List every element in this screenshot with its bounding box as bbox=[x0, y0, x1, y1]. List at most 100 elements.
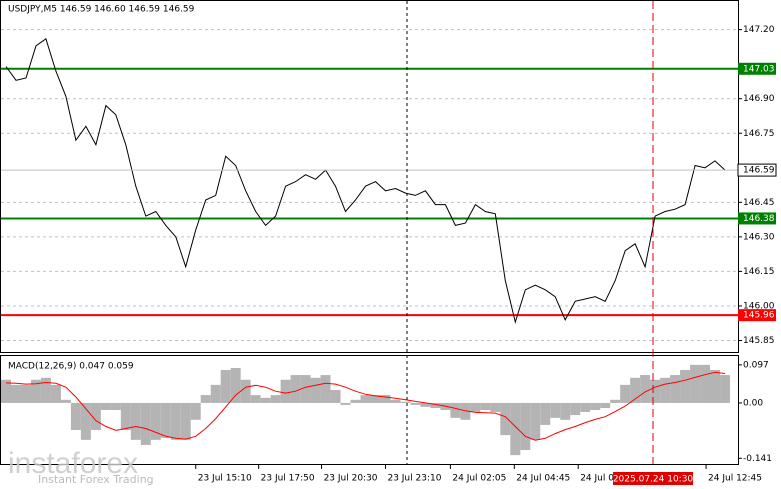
y-tick-label: 146.30 bbox=[743, 232, 775, 242]
macd-bar bbox=[410, 402, 421, 405]
chart-title: USDJPY,M5 146.59 146.60 146.59 146.59 bbox=[8, 5, 195, 15]
y-tick-label: 145.85 bbox=[743, 336, 775, 346]
macd-bar bbox=[480, 402, 491, 410]
macd-bar bbox=[390, 399, 401, 403]
macd-bar bbox=[210, 384, 221, 403]
macd-bar bbox=[550, 402, 561, 418]
x-tick-label: 23 Jul 15:10 bbox=[198, 474, 252, 484]
macd-bar bbox=[70, 402, 81, 431]
current-price-box bbox=[737, 163, 777, 177]
level-label: 147.03 bbox=[743, 64, 775, 74]
macd-bar bbox=[530, 402, 541, 440]
price-line bbox=[5, 37, 726, 324]
macd-bar bbox=[190, 402, 201, 420]
y-tick-label: 146.45 bbox=[743, 198, 775, 208]
macd-bar bbox=[290, 375, 301, 403]
x-tick-label: 24 Jul 04:45 bbox=[516, 474, 570, 484]
y-tick-label: 146.90 bbox=[743, 94, 775, 104]
macd-bar bbox=[700, 364, 711, 403]
macd-bar bbox=[580, 402, 591, 412]
signal-line bbox=[5, 371, 726, 441]
cursor-label-box bbox=[613, 472, 693, 485]
y-tick-label: 0.00 bbox=[743, 398, 763, 408]
level-box bbox=[738, 212, 776, 225]
x-tick-label: 23 Jul 17:50 bbox=[261, 474, 315, 484]
macd-bar bbox=[170, 402, 181, 440]
macd-bar bbox=[640, 375, 651, 403]
macd-bar bbox=[20, 384, 31, 403]
macd-bar bbox=[610, 399, 621, 403]
level-label: 145.96 bbox=[743, 311, 775, 321]
macd-bar bbox=[460, 402, 471, 420]
macd-bar bbox=[40, 377, 51, 403]
current-price-label: 146.59 bbox=[743, 166, 775, 176]
level-box bbox=[738, 309, 776, 322]
macd-bar bbox=[280, 379, 291, 403]
macd-bar bbox=[150, 402, 161, 440]
plot-layer bbox=[1, 29, 742, 459]
macd-bar bbox=[500, 402, 511, 436]
price-panel bbox=[0, 0, 739, 353]
macd-bar bbox=[340, 402, 351, 405]
macd-bar bbox=[50, 384, 61, 403]
macd-bar bbox=[400, 401, 411, 403]
macd-bar bbox=[620, 384, 631, 403]
macd-bar bbox=[370, 395, 381, 403]
x-tick-label: 23 Jul 20:30 bbox=[324, 474, 378, 484]
macd-bar bbox=[710, 369, 721, 403]
macd-bar bbox=[130, 402, 141, 440]
macd-bar bbox=[140, 402, 151, 445]
macd-bar bbox=[350, 399, 361, 403]
y-tick-label: 146.15 bbox=[743, 267, 775, 277]
macd-bar bbox=[630, 377, 641, 403]
macd-bar bbox=[60, 399, 71, 403]
y-tick-label: 0.097 bbox=[743, 360, 769, 370]
level-box bbox=[738, 62, 776, 75]
macd-bar bbox=[90, 402, 101, 431]
macd-bar bbox=[110, 402, 121, 410]
macd-bar bbox=[650, 379, 661, 403]
macd-bar bbox=[270, 395, 281, 403]
macd-bar bbox=[160, 402, 171, 438]
macd-bar bbox=[80, 402, 91, 440]
macd-bar bbox=[300, 375, 311, 403]
macd-bar bbox=[250, 395, 261, 403]
macd-bar bbox=[260, 397, 271, 403]
macd-bar bbox=[660, 377, 671, 403]
macd-bar bbox=[230, 367, 241, 403]
macd-bar bbox=[590, 402, 601, 410]
macd-bar bbox=[680, 369, 691, 403]
macd-bar bbox=[600, 402, 611, 409]
macd-bar bbox=[310, 377, 321, 403]
macd-bar bbox=[10, 384, 21, 403]
macd-bar bbox=[520, 402, 531, 451]
macd-bar bbox=[540, 402, 551, 425]
macd-bar bbox=[720, 375, 731, 403]
macd-bar bbox=[470, 402, 481, 412]
macd-bar bbox=[490, 402, 501, 412]
macd-bar bbox=[380, 395, 391, 403]
macd-bar bbox=[1, 379, 11, 403]
macd-bar bbox=[240, 379, 251, 403]
macd-bar bbox=[120, 402, 131, 431]
macd-bar bbox=[30, 379, 41, 403]
x-tick-label: 24 Jul 02:05 bbox=[452, 474, 506, 484]
y-tick-label: 146.75 bbox=[743, 129, 775, 139]
y-tick-label: 147.20 bbox=[743, 25, 775, 35]
macd-bar bbox=[510, 402, 521, 456]
macd-bar bbox=[200, 395, 211, 403]
macd-bar bbox=[100, 402, 111, 410]
macd-bar bbox=[570, 402, 581, 416]
x-tick-label: 23 Jul 23:10 bbox=[387, 474, 441, 484]
macd-bar bbox=[180, 402, 191, 440]
watermark-tagline: Instant Forex Trading bbox=[38, 473, 154, 486]
x-tick-label: 24 Jul 07:25 bbox=[580, 474, 634, 484]
macd-bar bbox=[450, 402, 461, 418]
level-label: 146.38 bbox=[743, 214, 775, 224]
y-tick-label: 146.00 bbox=[743, 301, 775, 311]
macd-bar bbox=[430, 402, 441, 409]
macd-bar bbox=[560, 402, 571, 420]
macd-bar bbox=[670, 375, 681, 403]
macd-bar bbox=[420, 402, 431, 407]
